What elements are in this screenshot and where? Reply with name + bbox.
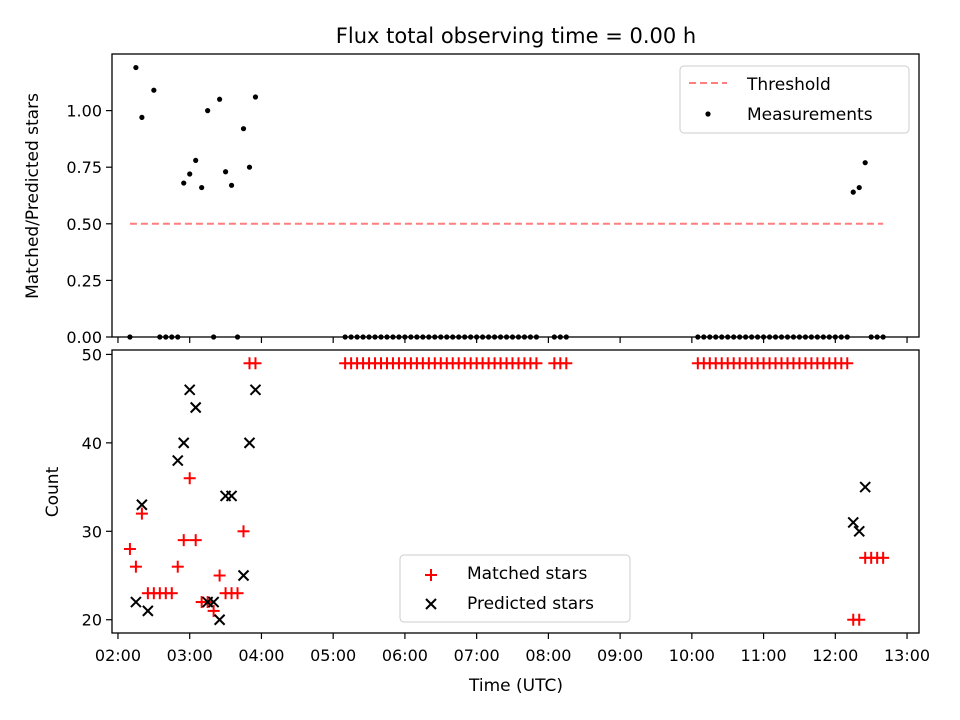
count-plot-frame [111, 349, 920, 634]
ratio-axes-layer: 0.00 0.25 0.50 0.75 1.00 [66, 102, 908, 347]
measurement-point [246, 164, 253, 170]
matched-star-point [123, 542, 136, 555]
x-tick-label: 07:00 [454, 646, 500, 665]
predicted-star-point [189, 401, 202, 414]
x-tick-label: 10:00 [669, 646, 715, 665]
ratio-y-tick-label: 1.00 [66, 102, 102, 121]
matched-star-point [207, 604, 220, 617]
predicted-star-point [859, 481, 871, 493]
count-y-tick-label: 30 [82, 522, 102, 541]
matched-star-point [877, 551, 890, 564]
ratio-y-tick-label: 0.00 [66, 328, 102, 347]
predicted-star-point [243, 437, 256, 449]
matched-star-point [530, 357, 543, 370]
matched-star-point [231, 587, 244, 600]
matched-star-point [129, 560, 142, 573]
matched-star-point [249, 357, 262, 370]
legend-threshold-label: Threshold [746, 75, 831, 95]
matched-star-point [189, 534, 202, 547]
count-legend-box [399, 554, 631, 623]
ratio-y-axis-label: Matched/Predicted stars [23, 93, 43, 299]
predicted-star-point [207, 596, 220, 608]
predicted-star-point [237, 569, 250, 582]
predicted-star-point [136, 499, 148, 511]
measurement-point [187, 171, 193, 177]
ratio-y-tick-label: 0.25 [66, 271, 102, 290]
matched-star-point [237, 525, 250, 538]
matched-star-point [135, 507, 148, 520]
count-y-tick-label: 20 [82, 611, 102, 630]
matched-star-point [183, 472, 196, 485]
measurement-point [217, 96, 223, 102]
predicted-star-point [249, 384, 262, 396]
matched-star-point [560, 357, 573, 370]
x-tick-label: 06:00 [382, 646, 428, 665]
legend-matched-label: Matched stars [467, 564, 587, 584]
matched-star-point [213, 569, 226, 582]
matched-star-point [171, 560, 184, 573]
ratio-plot-frame [111, 53, 920, 338]
legend-measurements-label: Measurements [747, 105, 873, 125]
measurement-point [856, 184, 862, 191]
measurement-point [240, 126, 247, 132]
matched-star-point [841, 357, 854, 370]
legend-measurements-swatch [705, 111, 711, 117]
ratio-y-tick-label: 0.50 [66, 215, 102, 234]
count-y-tick-label: 40 [82, 434, 102, 453]
x-tick-label: 12:00 [812, 646, 858, 665]
measurement-point [252, 94, 259, 100]
predicted-star-point [225, 490, 238, 502]
predicted-star-point [130, 596, 142, 608]
measurement-point [228, 182, 235, 188]
measurement-point [862, 160, 868, 166]
x-tick-label: 03:00 [167, 646, 213, 665]
chart-title: Flux total observing time = 0.00 h [336, 24, 696, 48]
x-tick-label: 05:00 [310, 646, 356, 665]
legend-predicted-swatch [425, 598, 437, 610]
measurement-point [151, 87, 157, 93]
measurement-point [133, 64, 139, 71]
count-axes-layer: 20 30 40 50 02:00 03:00 04:00 05:00 06:00 07:00 08… [82, 345, 930, 665]
predicted-star-point [178, 437, 190, 449]
count-panel: 20 30 40 50 02:00 03:00 04:00 05:00 06:00 07:00 08… [43, 345, 930, 696]
matched-star-point [165, 587, 178, 600]
x-tick-label: 04:00 [238, 646, 284, 665]
count-y-tick-label: 50 [82, 345, 102, 364]
measurement-point [850, 189, 856, 195]
x-tick-label: 09:00 [597, 646, 643, 665]
ratio-legend-box [679, 65, 910, 134]
predicted-star-point [142, 605, 154, 617]
measurement-point [199, 184, 205, 191]
count-legend: Matched stars Predicted stars [399, 554, 631, 623]
predicted-star-point [853, 525, 865, 538]
ratio-y-tick-label: 0.75 [66, 158, 102, 177]
x-tick-label: 13:00 [884, 646, 930, 665]
measurement-point [205, 108, 211, 114]
matched-star-point [853, 613, 866, 626]
predicted-star-point [184, 384, 196, 396]
count-points-layer [123, 357, 890, 626]
legend-matched-swatch [425, 569, 437, 581]
matched-star-point [177, 534, 190, 547]
ratio-panel: 0.00 0.25 0.50 0.75 1.00 Matched/Predicted s… [23, 53, 920, 347]
ratio-legend: Threshold Measurements [679, 65, 910, 134]
x-tick-label: 11:00 [741, 646, 787, 665]
x-axis-label: Time (UTC) [468, 676, 563, 696]
count-y-axis-label: Count [43, 466, 63, 517]
measurement-point [193, 157, 199, 164]
legend-predicted-label: Predicted stars [467, 594, 594, 614]
measurement-point [139, 114, 145, 120]
measurement-point [181, 180, 187, 186]
x-tick-label: 02:00 [95, 646, 141, 665]
x-tick-label: 08:00 [525, 646, 571, 665]
predicted-star-point [213, 614, 226, 626]
measurement-point [222, 169, 229, 175]
predicted-star-point [172, 454, 184, 467]
predicted-star-point [847, 516, 859, 529]
